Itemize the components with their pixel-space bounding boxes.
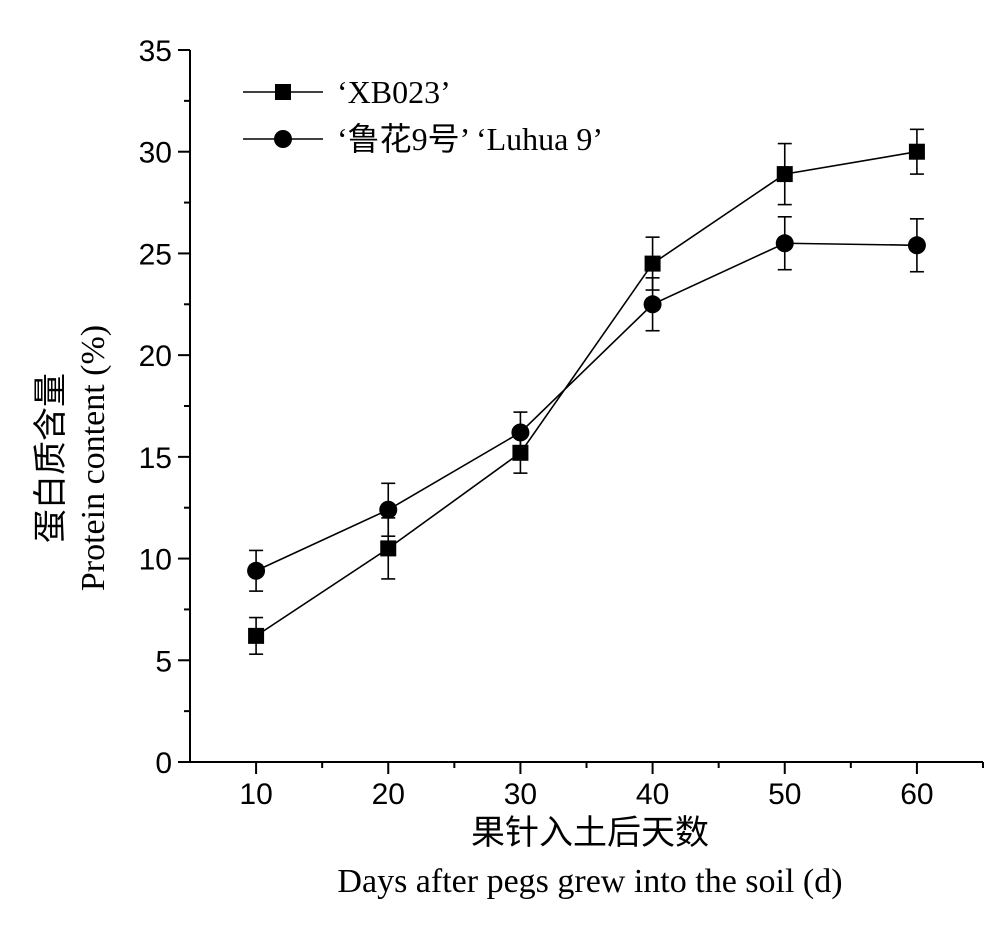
x-tick-label: 50 <box>768 778 801 811</box>
data-point-circle <box>511 423 530 442</box>
data-point-square <box>380 540 397 557</box>
data-point-square <box>644 255 661 272</box>
legend-marker-square <box>275 84 291 100</box>
y-axis-label-chinese: 蛋白质含量 <box>32 373 70 543</box>
y-tick-label: 20 <box>139 340 172 373</box>
data-point-circle <box>775 234 794 253</box>
legend-label: ‘XB023’ <box>337 74 451 110</box>
y-tick-label: 30 <box>139 137 172 170</box>
series-line <box>255 242 917 572</box>
x-axis-label-english: Days after pegs grew into the soil (d) <box>337 863 842 900</box>
x-axis-label-chinese: 果针入土后天数 <box>471 814 709 852</box>
x-tick-label: 60 <box>900 778 933 811</box>
x-tick-label: 10 <box>239 778 272 811</box>
y-tick-label: 25 <box>139 238 172 271</box>
x-tick-label: 30 <box>504 778 537 811</box>
y-tick-label: 35 <box>139 35 172 68</box>
y-tick-label: 10 <box>139 544 172 577</box>
data-point-square <box>908 143 925 160</box>
legend-marker-circle <box>274 130 292 148</box>
series-2 <box>247 216 926 592</box>
legend-entry-1: ‘XB023’ <box>243 74 451 110</box>
data-point-circle <box>907 236 926 255</box>
data-point-square <box>248 627 265 644</box>
series-1 <box>248 128 925 655</box>
series-line <box>255 150 918 637</box>
y-axis-label-english: Protein content (%) <box>75 325 112 591</box>
x-tick-label: 20 <box>372 778 405 811</box>
legend-label: ‘鲁花9号’ ‘Luhua 9’ <box>337 121 603 157</box>
data-point-circle <box>247 561 266 580</box>
x-tick-label: 40 <box>636 778 669 811</box>
y-tick-label: 0 <box>155 747 172 780</box>
y-tick-label: 5 <box>155 645 172 678</box>
axes: 0 5 10 15 20 25 30 35 10 20 30 40 50 60 <box>139 35 984 811</box>
legend-entry-2: ‘鲁花9号’ ‘Luhua 9’ <box>243 121 603 157</box>
data-point-circle <box>379 500 398 519</box>
plot-area <box>247 128 926 655</box>
data-point-circle <box>643 295 662 314</box>
legend: ‘XB023’ ‘鲁花9号’ ‘Luhua 9’ <box>243 74 603 157</box>
data-point-square <box>776 166 793 183</box>
y-tick-label: 15 <box>139 442 172 475</box>
